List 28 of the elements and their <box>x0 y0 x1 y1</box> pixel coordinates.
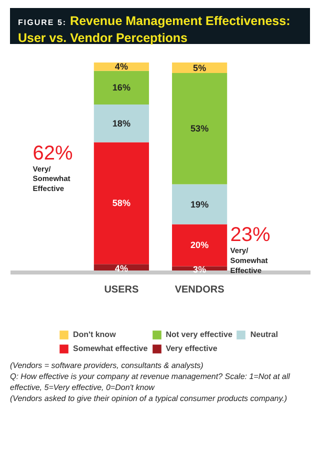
bar <box>94 70 149 104</box>
data-label: 16% <box>112 82 130 93</box>
bar <box>172 73 228 184</box>
chart-title: FIGURE 5: Revenue Management Effectiveness: User vs. Vendor Perceptions <box>18 14 290 46</box>
x-tick-label: USERS <box>104 284 139 296</box>
legend-label: Not very effective <box>166 329 232 340</box>
text: Q: How effective is your company at revenue management? Scale: 1=Not at all effective, 5=Very effective, 0=Don't know <box>10 371 291 393</box>
data-label: 4% <box>114 62 128 72</box>
text: (Vendors asked to give their opinion of a typical consumer products company.) <box>10 393 288 404</box>
data-label: 58% <box>112 198 130 208</box>
legend-label: Somewhat effective <box>73 343 148 354</box>
bar <box>94 142 149 264</box>
data-label: 18% <box>112 118 130 128</box>
picture-banner: FIGURE 5: Revenue Management Effectiveness: User vs. Vendor Perceptions <box>10 8 310 44</box>
bar <box>172 224 228 266</box>
text: (Vendors = software providers, consultants & analysts) <box>10 360 204 371</box>
legend-label: Neutral <box>250 329 278 340</box>
data-label: 20% <box>190 240 209 250</box>
x-tick-label: VENDORS <box>174 284 225 296</box>
data-label: 53% <box>190 124 209 134</box>
legend-label: Very effective <box>166 343 218 354</box>
bar <box>94 104 149 142</box>
bar <box>172 184 228 224</box>
legend-label: Don't know <box>73 329 116 340</box>
annotation: 23% <box>230 224 270 246</box>
data-label: 19% <box>190 199 209 210</box>
annotation: 62% <box>32 142 74 164</box>
data-label: 5% <box>193 62 206 73</box>
